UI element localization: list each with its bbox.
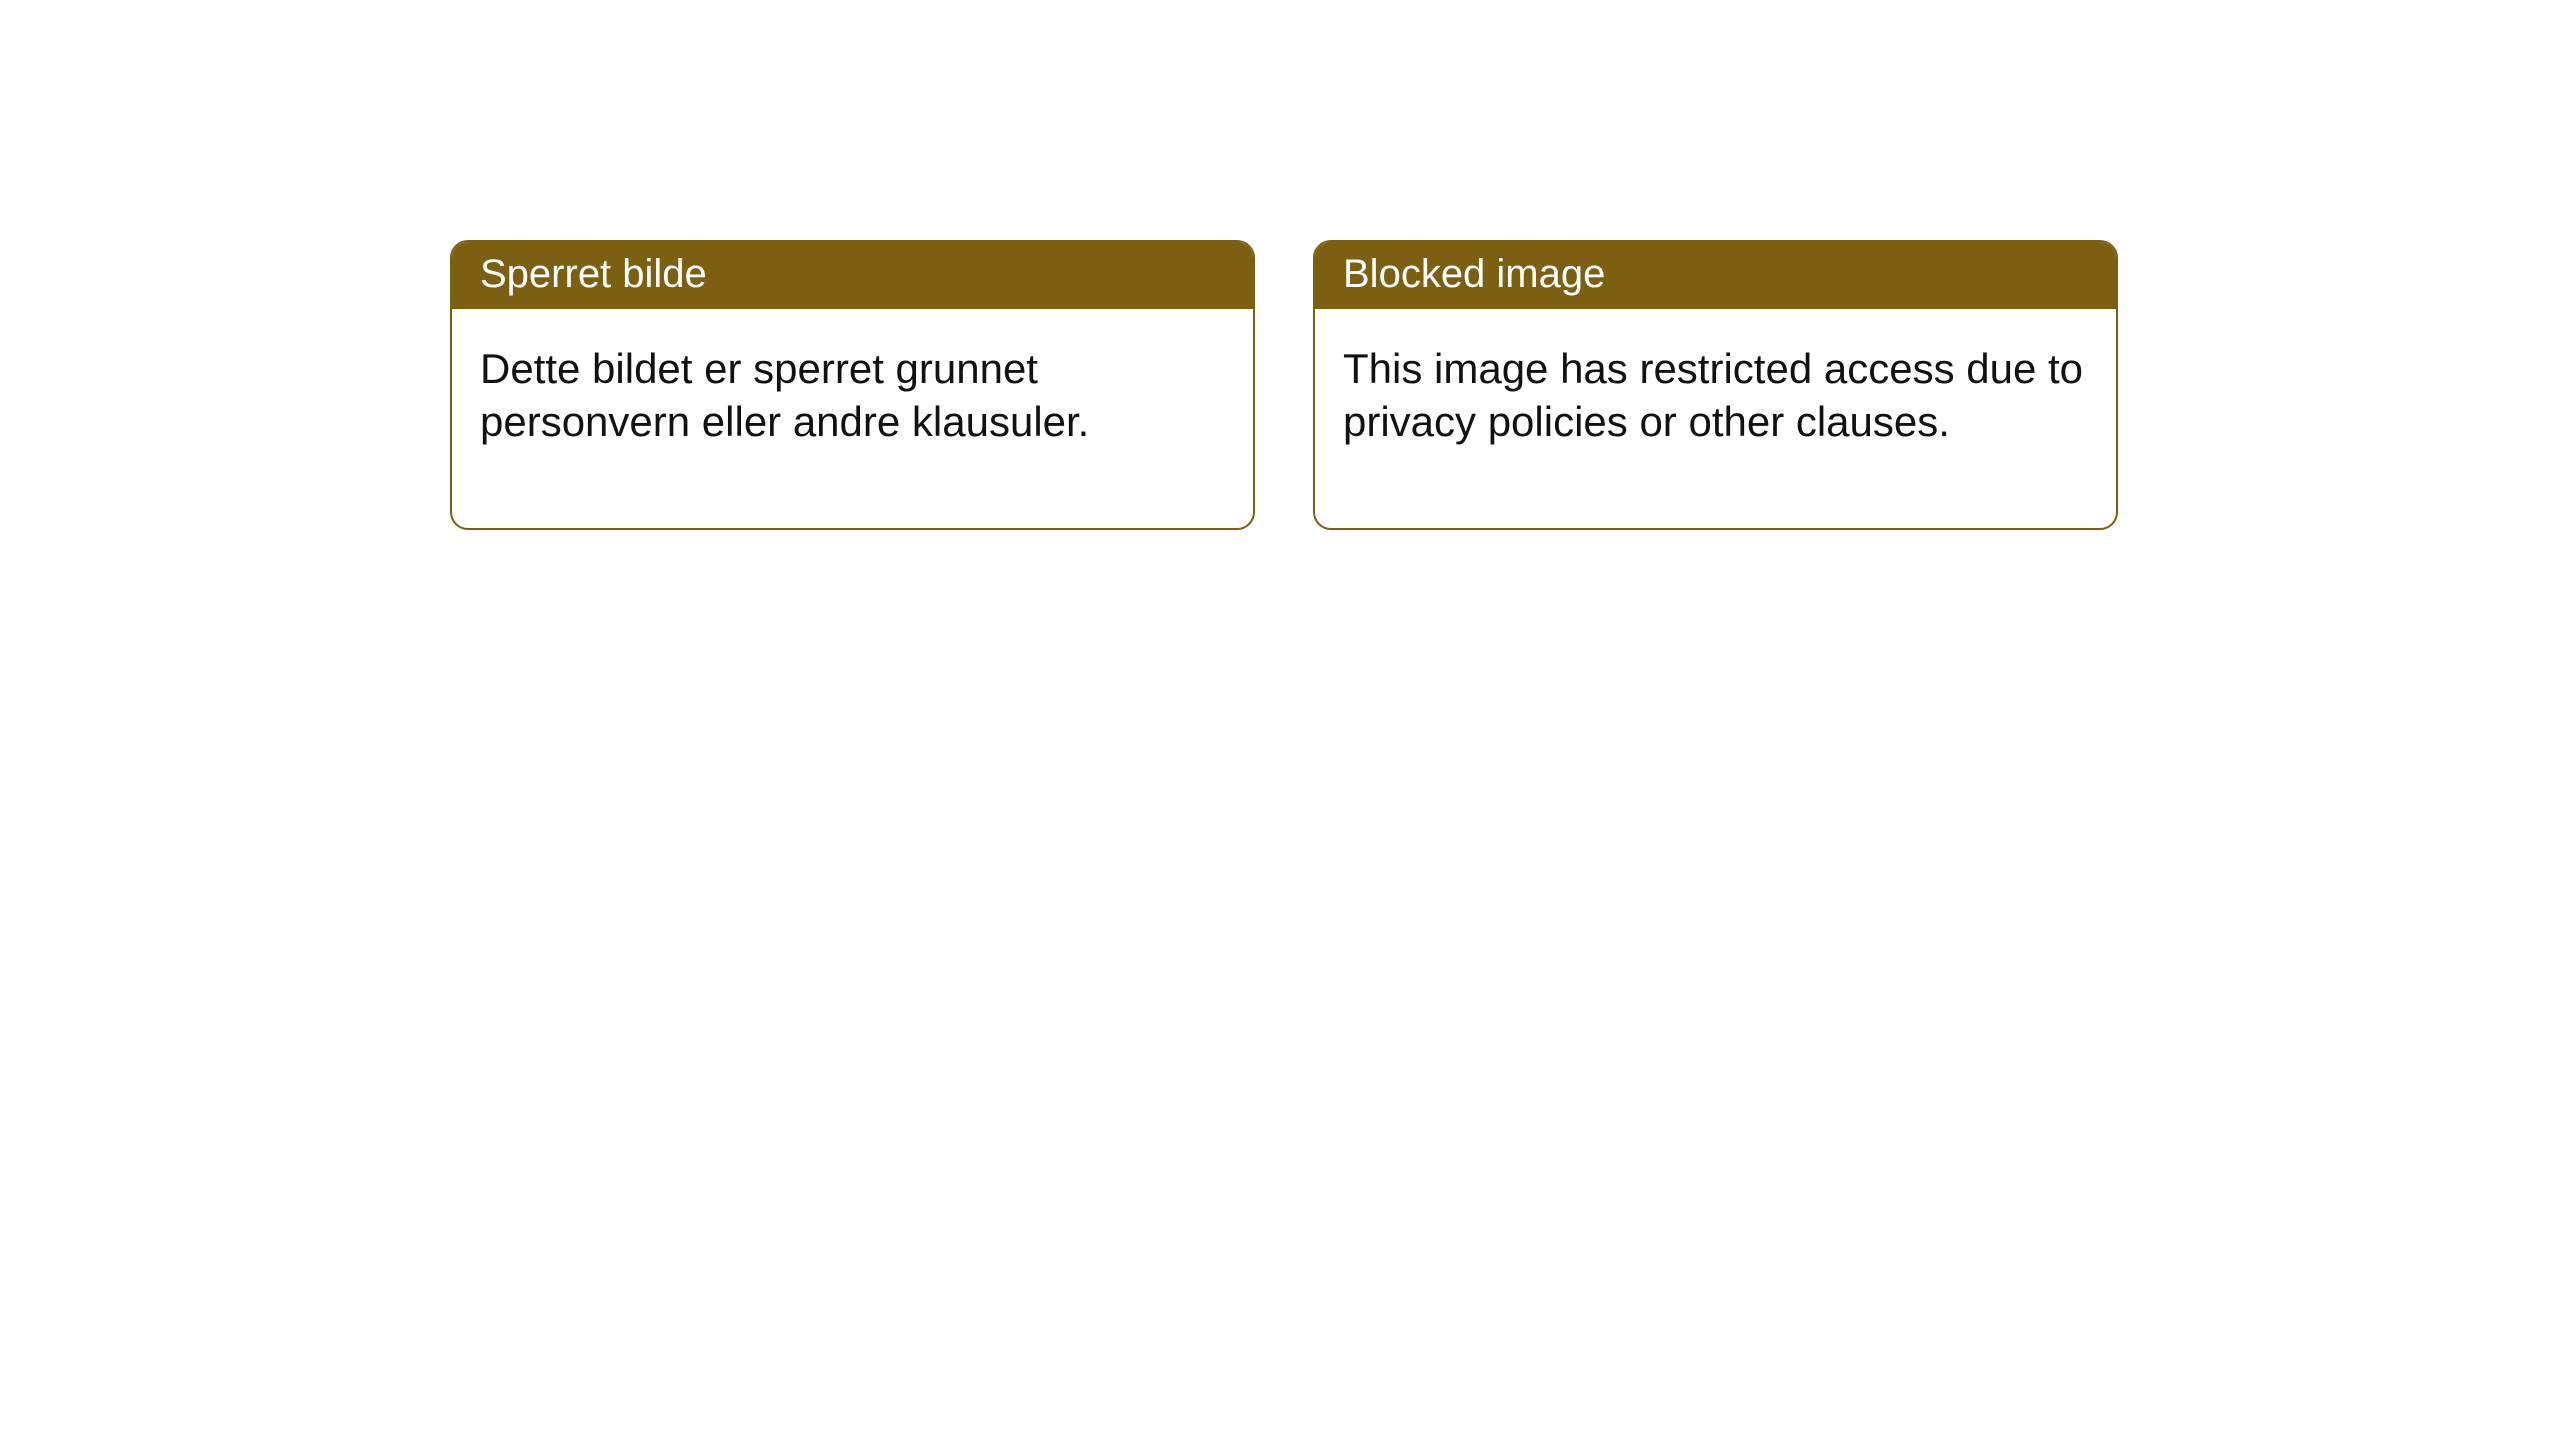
notice-card-body-text: This image has restricted access due to … [1343, 345, 2083, 445]
blocked-image-notice-container: Sperret bilde Dette bildet er sperret gr… [450, 240, 2118, 530]
notice-card-header: Sperret bilde [452, 242, 1253, 309]
notice-card-header: Blocked image [1315, 242, 2116, 309]
notice-card-body: This image has restricted access due to … [1315, 309, 2116, 528]
notice-card-body-text: Dette bildet er sperret grunnet personve… [480, 345, 1089, 445]
notice-card-body: Dette bildet er sperret grunnet personve… [452, 309, 1253, 528]
notice-card-norwegian: Sperret bilde Dette bildet er sperret gr… [450, 240, 1255, 530]
notice-card-title: Blocked image [1343, 252, 1605, 296]
notice-card-title: Sperret bilde [480, 252, 707, 296]
notice-card-english: Blocked image This image has restricted … [1313, 240, 2118, 530]
